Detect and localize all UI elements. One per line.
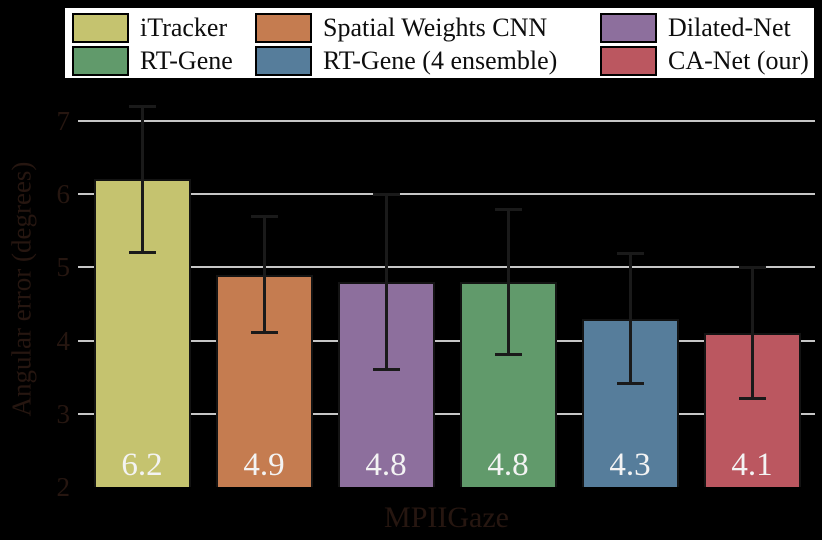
y-tick-label-6: 6 (56, 179, 71, 209)
y-axis-label: Angular error (degrees) (6, 161, 37, 417)
gridline-5 (78, 266, 815, 269)
legend-label-rt-gene-4-ensemble: RT-Gene (4 ensemble) (323, 46, 558, 75)
legend-swatch-dilated-net (600, 13, 657, 43)
bar-value-label-spatial-weights-cnn: 4.9 (243, 446, 285, 483)
bar-value-label-dilated-net: 4.8 (365, 446, 407, 483)
gridline-3 (78, 412, 815, 415)
y-tick-label-7: 7 (56, 105, 71, 136)
error-bar-cap-bottom-itracker (128, 250, 156, 254)
bar-value-label-ca-net-our: 4.1 (731, 446, 773, 483)
legend-swatch-ca-net-our (600, 46, 657, 76)
legend-swatch-rt-gene (72, 46, 129, 76)
gridline-7 (78, 119, 815, 122)
error-bar-cap-bottom-rt-gene-4-ensemble (616, 382, 644, 386)
error-bar-cap-top-ca-net-our (738, 266, 766, 270)
error-bar-cap-top-itracker (128, 105, 156, 109)
legend-swatch-rt-gene-4-ensemble (255, 46, 312, 76)
y-tick-label-3: 3 (56, 398, 71, 429)
error-bar-cap-bottom-spatial-weights-cnn (250, 331, 278, 335)
error-bar-rt-gene (506, 208, 510, 356)
y-tick-label-5: 5 (56, 252, 71, 283)
error-bar-cap-top-rt-gene-4-ensemble (616, 251, 644, 255)
legend-item-rt-gene-4-ensemble: RT-Gene (4 ensemble) (255, 45, 557, 77)
bar-value-label-rt-gene: 4.8 (487, 446, 529, 483)
legend-item-dilated-net: Dilated-Net (600, 12, 791, 44)
legend-label-ca-net-our: CA-Net (our) (668, 46, 809, 75)
legend-label-itracker: iTracker (140, 13, 228, 42)
error-bar-cap-bottom-ca-net-our (738, 397, 766, 401)
y-tick-label-4: 4 (56, 325, 71, 356)
legend-label-spatial-weights-cnn: Spatial Weights CNN (323, 13, 548, 42)
bar-value-label-rt-gene-4-ensemble: 4.3 (609, 446, 651, 483)
error-bar-ca-net-our (750, 267, 754, 400)
gridline-6 (78, 193, 815, 195)
error-bar-cap-bottom-rt-gene (494, 353, 522, 357)
error-bar-cap-bottom-dilated-net (372, 367, 400, 371)
legend-label-rt-gene: RT-Gene (140, 46, 233, 75)
error-bar-rt-gene-4-ensemble (628, 252, 632, 385)
error-bar-cap-top-dilated-net (372, 193, 400, 196)
legend-item-itracker: iTracker (72, 12, 227, 44)
legend-item-spatial-weights-cnn: Spatial Weights CNN (255, 12, 547, 44)
legend-item-ca-net-our: CA-Net (our) (600, 45, 809, 77)
bar-value-label-itracker: 6.2 (121, 446, 163, 483)
gridline-4 (78, 339, 815, 342)
x-axis-label: MPIIGaze (384, 501, 509, 534)
legend-swatch-itracker (72, 13, 129, 43)
legend-label-dilated-net: Dilated-Net (668, 13, 791, 42)
y-tick-label-2: 2 (56, 472, 71, 502)
legend-swatch-spatial-weights-cnn (255, 13, 312, 43)
legend: iTracker RT-Gene Spatial Weights CNN RT-Gen… (63, 6, 816, 80)
error-bar-spatial-weights-cnn (262, 215, 266, 334)
error-bar-itracker (140, 106, 144, 253)
error-bar-cap-top-spatial-weights-cnn (250, 214, 278, 218)
error-bar-cap-top-rt-gene (494, 207, 522, 211)
error-bar-dilated-net (384, 194, 388, 370)
legend-item-rt-gene: RT-Gene (72, 45, 233, 77)
